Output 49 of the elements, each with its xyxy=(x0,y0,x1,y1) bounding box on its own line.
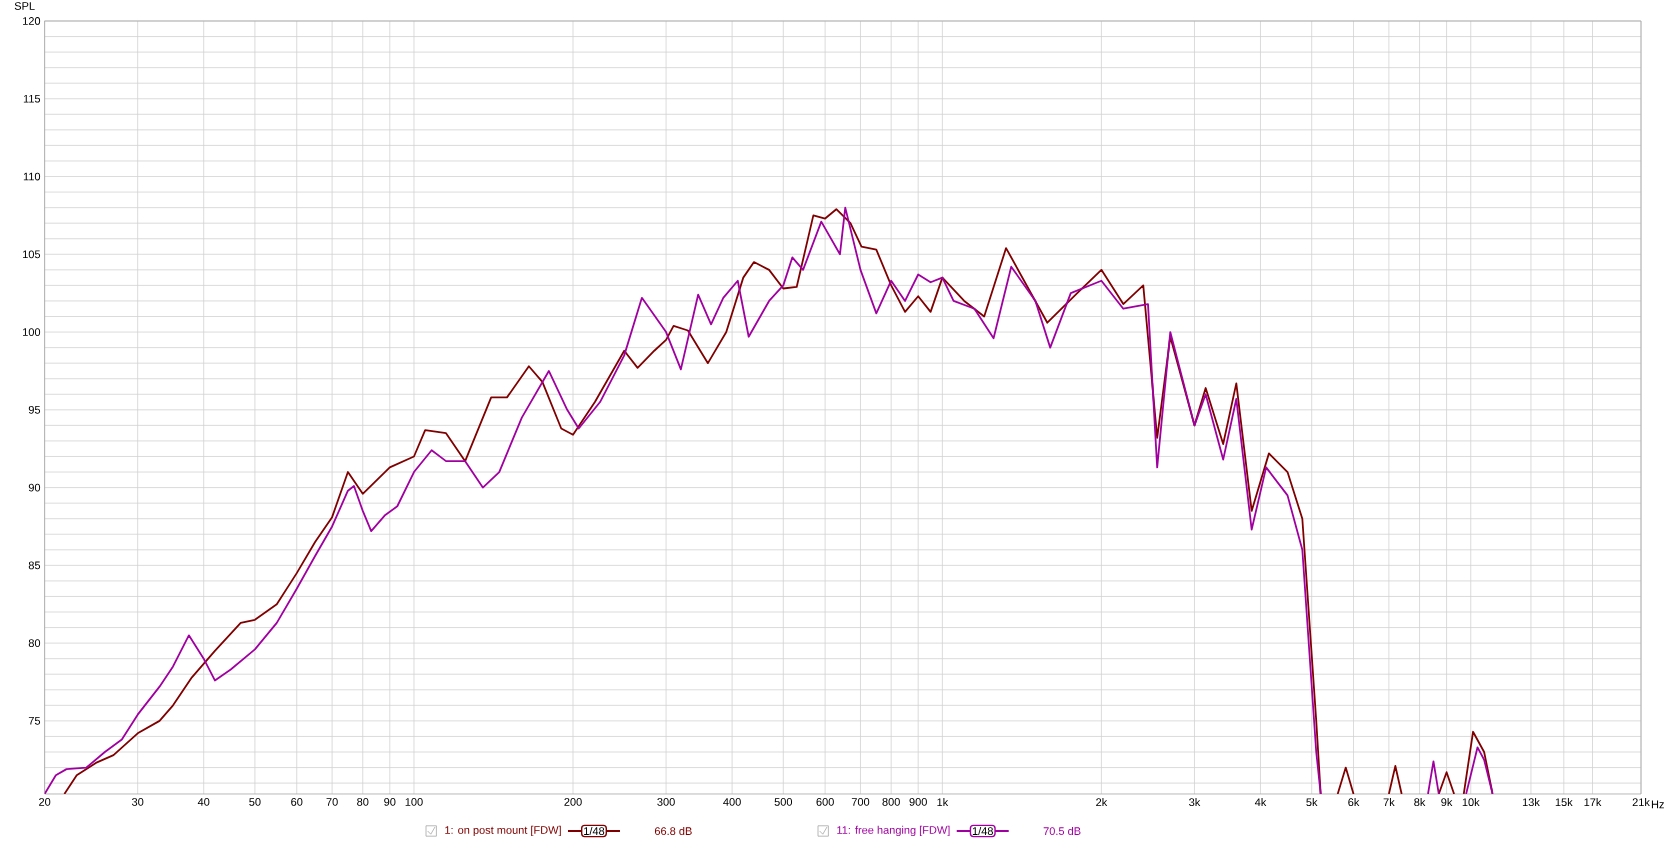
y-tick-label: 115 xyxy=(23,94,41,103)
x-tick-label: 9k xyxy=(1441,798,1453,807)
x-tick-label: 2k xyxy=(1096,798,1108,807)
x-tick-label: 15k xyxy=(1555,798,1573,807)
x-tick-label: 900 xyxy=(909,798,927,806)
x-tick-label: 30 xyxy=(131,798,144,806)
x-tick-label: 90 xyxy=(384,798,396,806)
x-tick-label: 7k xyxy=(1383,798,1395,807)
x-tick-label: 400 xyxy=(723,798,741,806)
text: 1/48 xyxy=(972,826,993,836)
x-tick-label: 300 xyxy=(657,798,675,806)
x-tick-label: 5k xyxy=(1306,798,1318,807)
y-tick-label: 90 xyxy=(28,483,41,492)
x-tick-label: 100 xyxy=(405,798,423,806)
x-tick-label: 17k xyxy=(1584,798,1602,807)
x-tick-label: 20 xyxy=(39,798,51,806)
x-tick-label: 10k xyxy=(1462,798,1480,807)
y-tick-label: 85 xyxy=(28,561,41,570)
x-tick-label: 800 xyxy=(882,798,900,806)
text: 1: on post mount [FDW] xyxy=(445,825,561,837)
y-tick-label: 120 xyxy=(23,17,41,25)
x-tick-label: 1k xyxy=(937,798,949,807)
text: 66.8 dB xyxy=(654,826,692,836)
text: 11: free hanging [FDW] xyxy=(837,825,950,837)
x-tick-label: 21k xyxy=(1632,798,1650,807)
x-axis-title: Hz xyxy=(1651,800,1664,809)
x-tick-label: 50 xyxy=(249,798,261,806)
x-tick-label: 4k xyxy=(1254,798,1267,807)
text: 70.5 dB xyxy=(1043,826,1081,836)
x-tick-label: 60 xyxy=(291,798,303,806)
text: 1/48 xyxy=(584,826,605,836)
y-axis-title: SPL xyxy=(14,2,35,10)
x-tick-label: 600 xyxy=(816,798,834,806)
x-tick-label: 6k xyxy=(1348,798,1360,807)
x-tick-label: 700 xyxy=(851,798,870,806)
y-tick-label: 80 xyxy=(28,639,41,647)
x-tick-label: 80 xyxy=(357,798,369,806)
y-tick-label: 75 xyxy=(28,717,41,725)
x-tick-label: 3k xyxy=(1189,798,1201,807)
y-tick-label: 100 xyxy=(23,328,41,336)
x-tick-label: 500 xyxy=(774,798,793,806)
x-tick-label: 40 xyxy=(197,798,210,806)
y-tick-label: 105 xyxy=(23,250,41,259)
x-tick-label: 70 xyxy=(326,798,338,806)
y-tick-label: 110 xyxy=(23,172,41,181)
x-tick-label: 8k xyxy=(1414,798,1426,807)
y-tick-label: 95 xyxy=(28,405,41,414)
x-tick-label: 200 xyxy=(564,798,582,806)
x-tick-label: 13k xyxy=(1522,798,1540,807)
